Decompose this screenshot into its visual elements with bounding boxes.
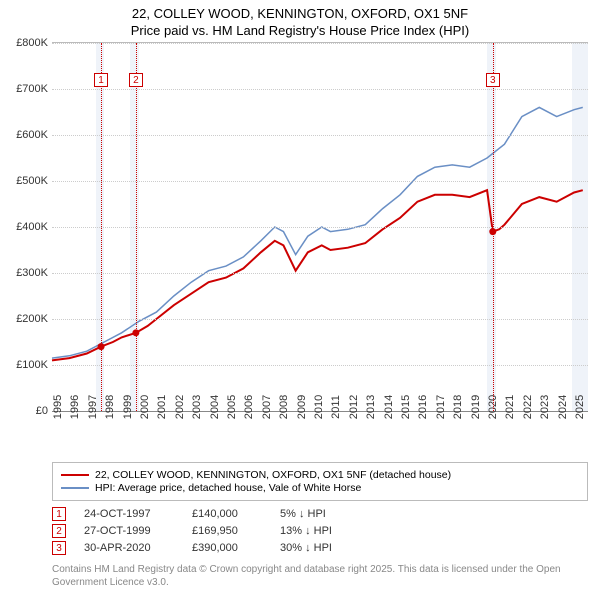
sale-date: 27-OCT-1999 bbox=[84, 525, 174, 537]
x-axis-label: 2014 bbox=[383, 395, 395, 419]
legend-box: 22, COLLEY WOOD, KENNINGTON, OXFORD, OX1… bbox=[52, 462, 588, 501]
gridline bbox=[52, 181, 588, 182]
y-axis-label: £800K bbox=[2, 37, 48, 49]
x-axis-label: 2017 bbox=[435, 395, 447, 419]
y-axis-label: £100K bbox=[2, 359, 48, 371]
gridline bbox=[52, 43, 588, 44]
sale-price: £140,000 bbox=[192, 508, 262, 520]
x-axis-label: 2021 bbox=[504, 395, 516, 419]
title-line-1: 22, COLLEY WOOD, KENNINGTON, OXFORD, OX1… bbox=[10, 6, 590, 23]
x-axis-label: 2015 bbox=[400, 395, 412, 419]
legend-label-2: HPI: Average price, detached house, Vale… bbox=[95, 482, 361, 494]
series-hpi bbox=[52, 107, 583, 358]
x-axis-label: 2008 bbox=[278, 395, 290, 419]
x-axis-label: 2005 bbox=[226, 395, 238, 419]
marker-badge: 2 bbox=[129, 73, 143, 87]
gridline bbox=[52, 273, 588, 274]
x-axis-label: 2001 bbox=[156, 395, 168, 419]
marker-line bbox=[101, 43, 102, 411]
legend-row: 22, COLLEY WOOD, KENNINGTON, OXFORD, OX1… bbox=[61, 469, 579, 481]
gridline bbox=[52, 365, 588, 366]
marker-badge: 1 bbox=[94, 73, 108, 87]
x-axis-label: 2004 bbox=[209, 395, 221, 419]
x-axis-label: 1996 bbox=[69, 395, 81, 419]
x-axis-label: 2016 bbox=[417, 395, 429, 419]
x-axis-label: 1999 bbox=[122, 395, 134, 419]
x-axis-label: 2018 bbox=[452, 395, 464, 419]
x-axis-label: 2024 bbox=[557, 395, 569, 419]
sale-index-badge: 2 bbox=[52, 524, 66, 538]
x-axis-label: 2010 bbox=[313, 395, 325, 419]
x-axis-label: 1998 bbox=[104, 395, 116, 419]
x-axis-label: 2025 bbox=[574, 395, 586, 419]
marker-line bbox=[493, 43, 494, 411]
gridline bbox=[52, 319, 588, 320]
sale-row: 1 24-OCT-1997 £140,000 5% ↓ HPI bbox=[52, 507, 588, 521]
sale-row: 2 27-OCT-1999 £169,950 13% ↓ HPI bbox=[52, 524, 588, 538]
sale-date: 30-APR-2020 bbox=[84, 542, 174, 554]
sale-diff: 30% ↓ HPI bbox=[280, 542, 588, 554]
y-axis-label: £400K bbox=[2, 221, 48, 233]
title-block: 22, COLLEY WOOD, KENNINGTON, OXFORD, OX1… bbox=[0, 0, 600, 42]
sale-price: £390,000 bbox=[192, 542, 262, 554]
x-axis-label: 2019 bbox=[470, 395, 482, 419]
gridline bbox=[52, 89, 588, 90]
sale-date: 24-OCT-1997 bbox=[84, 508, 174, 520]
gridline bbox=[52, 135, 588, 136]
y-axis-label: £0 bbox=[2, 405, 48, 417]
x-axis-label: 2012 bbox=[348, 395, 360, 419]
legend-row: HPI: Average price, detached house, Vale… bbox=[61, 482, 579, 494]
chart-container: 22, COLLEY WOOD, KENNINGTON, OXFORD, OX1… bbox=[0, 0, 600, 590]
y-axis-label: £600K bbox=[2, 129, 48, 141]
sale-price: £169,950 bbox=[192, 525, 262, 537]
sale-diff: 13% ↓ HPI bbox=[280, 525, 588, 537]
x-axis-label: 2002 bbox=[174, 395, 186, 419]
legend-swatch-1 bbox=[61, 474, 89, 476]
sales-table: 1 24-OCT-1997 £140,000 5% ↓ HPI 2 27-OCT-1999… bbox=[52, 507, 588, 555]
marker-line bbox=[136, 43, 137, 411]
title-line-2: Price paid vs. HM Land Registry's House … bbox=[10, 23, 590, 40]
y-axis-label: £200K bbox=[2, 313, 48, 325]
x-axis-label: 2003 bbox=[191, 395, 203, 419]
x-axis-label: 1997 bbox=[87, 395, 99, 419]
x-axis-label: 2009 bbox=[296, 395, 308, 419]
legend-swatch-2 bbox=[61, 487, 89, 489]
x-axis-label: 2013 bbox=[365, 395, 377, 419]
sale-index-badge: 1 bbox=[52, 507, 66, 521]
sale-row: 3 30-APR-2020 £390,000 30% ↓ HPI bbox=[52, 541, 588, 555]
x-axis-label: 2000 bbox=[139, 395, 151, 419]
y-axis-label: £300K bbox=[2, 267, 48, 279]
x-axis-label: 1995 bbox=[52, 395, 64, 419]
x-axis-label: 2022 bbox=[522, 395, 534, 419]
chart-area: £0£100K£200K£300K£400K£500K£600K£700K£80… bbox=[52, 42, 588, 412]
gridline bbox=[52, 227, 588, 228]
legend-label-1: 22, COLLEY WOOD, KENNINGTON, OXFORD, OX1… bbox=[95, 469, 451, 481]
sale-index-badge: 3 bbox=[52, 541, 66, 555]
footnote-text: Contains HM Land Registry data © Crown c… bbox=[52, 563, 588, 589]
x-axis-label: 2023 bbox=[539, 395, 551, 419]
sale-diff: 5% ↓ HPI bbox=[280, 508, 588, 520]
y-axis-label: £500K bbox=[2, 175, 48, 187]
x-axis-label: 2007 bbox=[261, 395, 273, 419]
x-axis-label: 2011 bbox=[330, 395, 342, 419]
series-price_paid bbox=[52, 190, 583, 360]
marker-badge: 3 bbox=[486, 73, 500, 87]
y-axis-label: £700K bbox=[2, 83, 48, 95]
x-axis-label: 2006 bbox=[243, 395, 255, 419]
